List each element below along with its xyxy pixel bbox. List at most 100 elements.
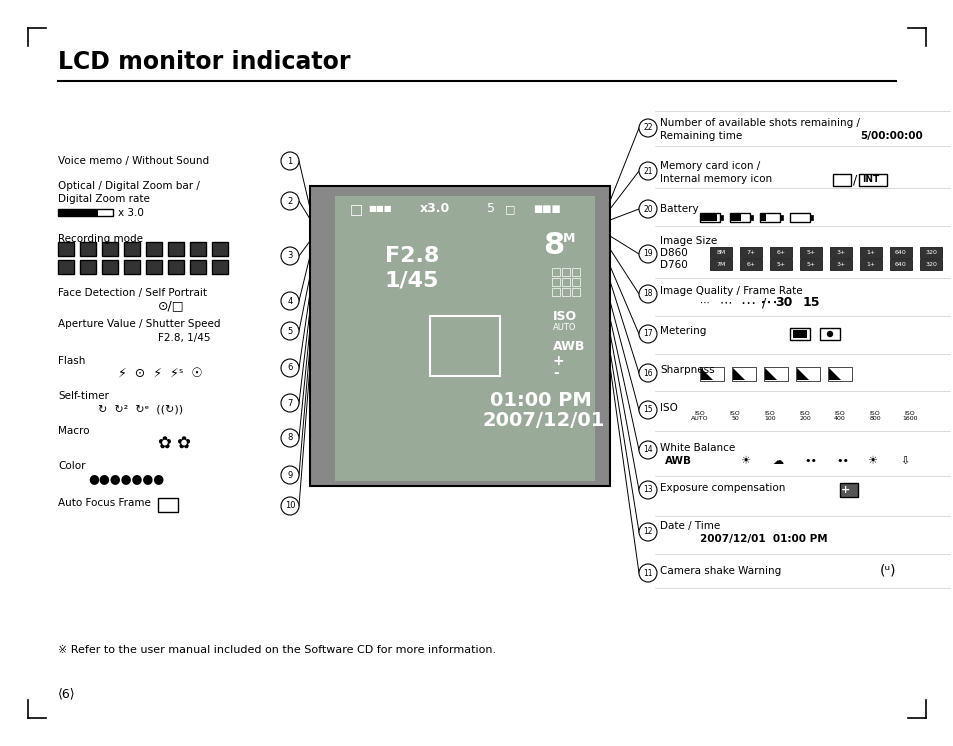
Text: Digital Zoom rate: Digital Zoom rate <box>58 194 150 204</box>
Text: Internal memory icon: Internal memory icon <box>659 174 771 184</box>
Bar <box>212 242 228 256</box>
Bar <box>102 260 118 274</box>
Text: ⋯: ⋯ <box>760 294 778 312</box>
Circle shape <box>639 245 657 263</box>
Bar <box>820 328 840 340</box>
Text: 2007/12/01  01:00 PM: 2007/12/01 01:00 PM <box>700 534 827 544</box>
Text: Camera shake Warning: Camera shake Warning <box>659 566 781 576</box>
Text: 5/00:00:00: 5/00:00:00 <box>859 131 922 141</box>
Text: 8: 8 <box>542 231 563 260</box>
Bar <box>730 214 740 221</box>
Text: Optical / Digital Zoom bar /: Optical / Digital Zoom bar / <box>58 181 200 191</box>
Bar <box>832 174 850 186</box>
Bar <box>889 259 911 270</box>
Bar <box>561 268 569 276</box>
Bar <box>792 330 806 338</box>
Bar <box>80 260 96 274</box>
Text: 7: 7 <box>287 398 293 407</box>
Text: ISO
1600: ISO 1600 <box>902 410 917 421</box>
Polygon shape <box>700 368 712 380</box>
Polygon shape <box>732 368 744 380</box>
Text: 21: 21 <box>642 166 652 175</box>
Bar <box>789 213 809 222</box>
Text: 30: 30 <box>774 296 792 310</box>
Bar <box>146 242 162 256</box>
Text: M: M <box>562 231 575 245</box>
Bar <box>840 483 857 497</box>
Text: ISO: ISO <box>553 310 577 322</box>
Text: ISO
400: ISO 400 <box>833 410 845 421</box>
Text: 320: 320 <box>924 262 936 267</box>
Circle shape <box>639 441 657 459</box>
Text: ⟨6⟩: ⟨6⟩ <box>58 688 75 700</box>
Text: 1: 1 <box>287 157 293 166</box>
Bar <box>858 174 886 186</box>
Bar <box>780 215 782 220</box>
Text: ※ Refer to the user manual included on the Software CD for more information.: ※ Refer to the user manual included on t… <box>58 645 496 655</box>
Text: Battery: Battery <box>659 204 698 214</box>
Bar <box>552 278 559 286</box>
Circle shape <box>281 359 298 377</box>
Text: ☀: ☀ <box>740 456 749 466</box>
Text: Memory card icon /: Memory card icon / <box>659 161 760 171</box>
Circle shape <box>639 285 657 303</box>
Bar <box>572 278 579 286</box>
Text: 12: 12 <box>642 527 652 536</box>
Text: 19: 19 <box>642 249 652 259</box>
Bar <box>335 196 595 481</box>
Bar <box>552 268 559 276</box>
Text: Image Quality / Frame Rate: Image Quality / Frame Rate <box>659 286 801 296</box>
Bar <box>168 260 184 274</box>
Polygon shape <box>828 368 841 380</box>
Bar <box>827 367 851 381</box>
Text: 22: 22 <box>642 124 652 133</box>
Text: 15: 15 <box>802 296 820 310</box>
Bar <box>212 260 228 274</box>
Text: x3.0: x3.0 <box>419 202 450 216</box>
Bar <box>190 260 206 274</box>
Bar <box>168 242 184 256</box>
Text: 5+: 5+ <box>805 250 815 255</box>
Text: Exposure compensation: Exposure compensation <box>659 483 784 493</box>
Bar <box>740 259 761 270</box>
Text: 01:00 PM: 01:00 PM <box>490 392 591 410</box>
Text: Voice memo / Without Sound: Voice memo / Without Sound <box>58 156 209 166</box>
Text: /: / <box>761 296 765 310</box>
Text: -: - <box>553 366 558 380</box>
Text: D760: D760 <box>659 260 687 270</box>
Bar <box>740 247 761 258</box>
Text: Aperture Value / Shutter Speed: Aperture Value / Shutter Speed <box>58 319 220 329</box>
Text: 17: 17 <box>642 330 652 339</box>
Text: F2.8: F2.8 <box>385 246 439 266</box>
Bar <box>769 247 791 258</box>
Bar <box>58 242 74 256</box>
Bar <box>919 247 941 258</box>
Text: F2.8, 1/45: F2.8, 1/45 <box>158 333 211 343</box>
Text: 16: 16 <box>642 369 652 377</box>
Text: 6+: 6+ <box>745 262 755 267</box>
Text: ↻  ↻²  ↻ᵉ  ((↻)): ↻ ↻² ↻ᵉ ((↻)) <box>98 404 183 414</box>
Text: Image Size: Image Size <box>659 236 717 246</box>
Text: 4: 4 <box>287 296 293 306</box>
Text: ✿ ✿: ✿ ✿ <box>158 435 191 453</box>
Text: ☁: ☁ <box>771 456 782 466</box>
Bar <box>829 247 851 258</box>
Text: 7+: 7+ <box>745 250 755 255</box>
Circle shape <box>639 162 657 180</box>
Text: Color: Color <box>58 461 86 471</box>
Bar <box>561 278 569 286</box>
Bar <box>709 259 731 270</box>
Text: 640: 640 <box>894 250 906 255</box>
Bar <box>763 367 787 381</box>
Text: +: + <box>841 485 849 495</box>
Bar <box>729 213 749 222</box>
Text: ⋯: ⋯ <box>740 295 755 310</box>
Text: Number of available shots remaining /: Number of available shots remaining / <box>659 118 859 128</box>
Bar <box>700 214 717 221</box>
Bar <box>572 288 579 296</box>
Text: 2: 2 <box>287 196 293 205</box>
Bar <box>769 259 791 270</box>
Circle shape <box>281 292 298 310</box>
Text: 8: 8 <box>287 433 293 442</box>
Circle shape <box>639 401 657 419</box>
